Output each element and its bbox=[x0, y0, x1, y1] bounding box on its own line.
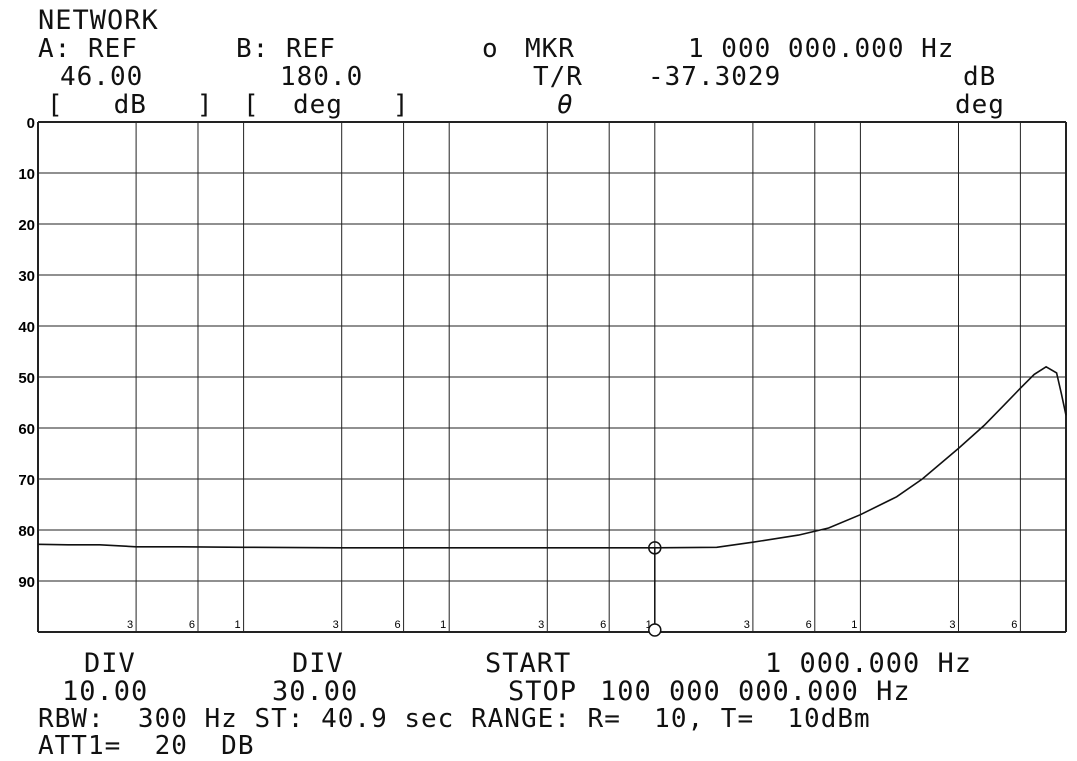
attenuation-line: ATT1= 20 DB bbox=[38, 731, 255, 761]
theta-unit: deg bbox=[955, 90, 1005, 120]
b-unit: [ deg ] bbox=[243, 90, 410, 120]
y-tick-label: 0 bbox=[27, 115, 35, 132]
marker-label: MKR bbox=[525, 34, 575, 64]
y-tick-label: 80 bbox=[18, 523, 35, 540]
x-minor-tick-label: 3 bbox=[744, 619, 750, 631]
a-ref-value: 46.00 bbox=[60, 62, 144, 92]
div-b-label: DIV bbox=[292, 648, 344, 679]
y-tick-label: 70 bbox=[18, 472, 35, 489]
x-minor-tick-label: 3 bbox=[333, 619, 339, 631]
x-minor-tick-label: 1 bbox=[851, 619, 857, 631]
y-tick-label: 20 bbox=[18, 217, 35, 234]
theta-label: θ bbox=[557, 90, 574, 120]
x-minor-tick-label: 1 bbox=[646, 619, 652, 631]
x-minor-tick-label: 6 bbox=[189, 619, 195, 631]
y-tick-label: 50 bbox=[18, 370, 35, 387]
status-line: RBW: 300 Hz ST: 40.9 sec RANGE: R= 10, T… bbox=[38, 704, 871, 734]
b-ref-label: B: REF bbox=[236, 34, 336, 64]
x-minor-tick-label: 1 bbox=[234, 619, 240, 631]
stop-label: STOP bbox=[508, 676, 578, 707]
start-label: START bbox=[485, 648, 572, 679]
y-tick-label: 30 bbox=[18, 268, 35, 285]
network-analyzer-plot: 0 10 20 30 40 50 60 70 80 90 3 6 1 3 6 1 3 6 1 3 6 1 3 6 bbox=[18, 115, 1067, 637]
plot-grid bbox=[37, 121, 1067, 633]
x-minor-tick-label: 6 bbox=[806, 619, 812, 631]
y-tick-label: 10 bbox=[18, 166, 35, 183]
a-ref-label: A: REF bbox=[38, 34, 138, 64]
x-minor-tick-label: 3 bbox=[127, 619, 133, 631]
x-minor-tick-labels: 3 6 1 3 6 1 3 6 1 3 6 1 3 6 bbox=[127, 619, 1017, 631]
start-value: 1 000.000 Hz bbox=[765, 648, 973, 679]
x-minor-tick-label: 6 bbox=[1011, 619, 1017, 631]
marker-freq: 1 000 000.000 Hz bbox=[688, 34, 955, 64]
b-ref-value: 180.0 bbox=[280, 62, 364, 92]
stop-value: 100 000 000.000 Hz bbox=[600, 676, 911, 707]
x-minor-tick-label: 1 bbox=[440, 619, 446, 631]
marker-symbol: o bbox=[482, 34, 499, 64]
trace-line bbox=[37, 365, 1067, 549]
x-minor-tick-label: 3 bbox=[538, 619, 544, 631]
div-a-value: 10.00 bbox=[62, 676, 149, 707]
a-unit: [ dB ] bbox=[47, 90, 214, 120]
div-b-value: 30.00 bbox=[272, 676, 359, 707]
x-minor-tick-label: 6 bbox=[600, 619, 606, 631]
marker-axis-circle bbox=[648, 623, 662, 637]
tr-unit: dB bbox=[963, 62, 997, 92]
y-tick-label: 90 bbox=[18, 574, 35, 591]
y-tick-label: 40 bbox=[18, 319, 35, 336]
y-tick-labels: 0 10 20 30 40 50 60 70 80 90 bbox=[18, 115, 35, 591]
x-minor-tick-label: 6 bbox=[394, 619, 400, 631]
tr-label: T/R bbox=[533, 62, 583, 92]
tr-value: -37.3029 bbox=[648, 62, 782, 92]
marker bbox=[648, 541, 662, 637]
y-tick-label: 60 bbox=[18, 421, 35, 438]
div-a-label: DIV bbox=[84, 648, 136, 679]
mode-title: NETWORK bbox=[38, 5, 159, 36]
x-minor-tick-label: 3 bbox=[949, 619, 955, 631]
marker-circle bbox=[648, 541, 662, 555]
